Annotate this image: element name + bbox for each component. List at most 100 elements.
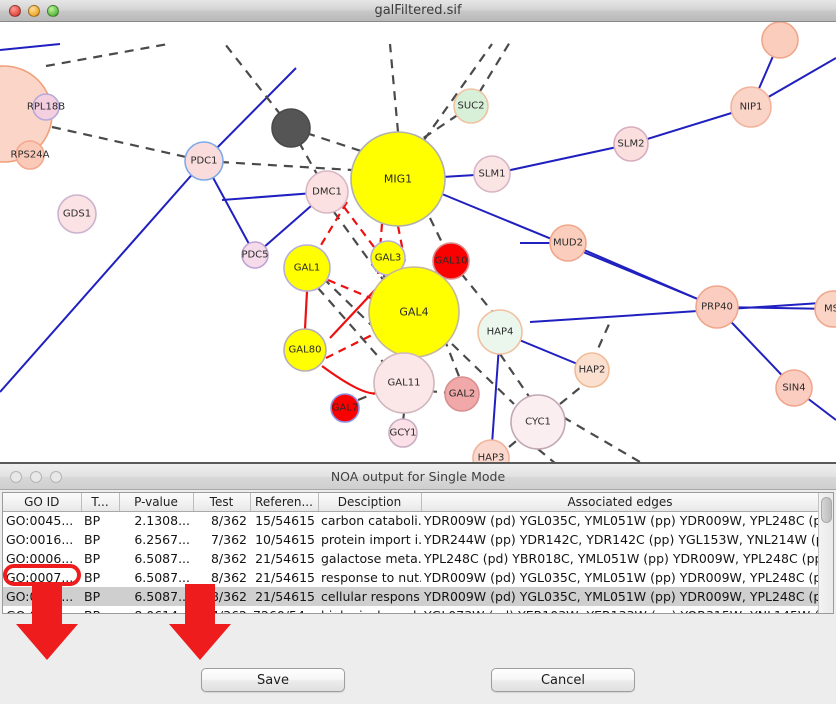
cell-edges[interactable]: YDR009W (pd) YGL035C, YML051W (pp) YDR00… <box>421 587 818 606</box>
node-circle[interactable] <box>472 439 510 462</box>
node-top_right_pink[interactable] <box>761 22 799 59</box>
noa-zoom-button-icon[interactable] <box>50 470 62 483</box>
cell-pvalue[interactable]: 8.0614... <box>119 606 193 613</box>
node-circle[interactable] <box>271 108 311 148</box>
table-row[interactable]: GO:0045... BP 2.1308... 8/362 15/54615 carbon… <box>3 511 818 530</box>
cell-type[interactable]: BP <box>81 606 119 613</box>
node-circle[interactable] <box>305 170 349 214</box>
node-circle[interactable] <box>473 155 511 193</box>
cell-go-id[interactable]: GO:0016... <box>6 532 74 547</box>
cell-go-id[interactable]: GO:0007... <box>6 570 74 585</box>
cell-type[interactable]: BP <box>84 513 101 529</box>
node-circle[interactable] <box>775 369 813 407</box>
column-header-pvalue[interactable]: P-value <box>119 493 194 512</box>
table-row[interactable]: GO:0006... BP 6.5087... 8/362 21/54615 galact… <box>3 549 818 568</box>
node-circle[interactable] <box>453 88 489 124</box>
column-header-ref[interactable]: Referen... <box>250 493 319 512</box>
cell-type[interactable]: BP <box>84 532 101 547</box>
noa-close-button-icon[interactable] <box>10 470 22 483</box>
node-mud2[interactable]: MUD2 <box>549 224 587 262</box>
node-circle[interactable] <box>730 86 772 128</box>
cell-desc[interactable]: galactose meta... <box>321 551 421 566</box>
cell-edges[interactable]: YDR244W (pp) YDR142C, YDR142C (pp) YGL15… <box>424 532 818 547</box>
table-row[interactable]: GO:0016... BP 6.2567... 7/362 10/54615 protei… <box>3 530 818 549</box>
cell-pvalue[interactable]: 6.2567... <box>134 532 190 547</box>
node-rps24a[interactable]: RPS24A <box>11 140 50 170</box>
node-gds1[interactable]: GDS1 <box>57 194 97 234</box>
cell-ref[interactable]: 21/54615 <box>255 570 315 585</box>
cell-desc[interactable]: biological regul... <box>318 606 421 613</box>
node-hap4[interactable]: HAP4 <box>477 309 523 355</box>
cell-pvalue[interactable]: 6.5087... <box>134 551 190 566</box>
cell-test[interactable]: 94/362 <box>193 606 250 613</box>
cell-pvalue[interactable]: 6.5087... <box>119 587 193 606</box>
network-nodes[interactable]: RPL18B RPS24A GDS1 PDC1 PDC5 DMC1 MIG1 SUC2 SLM1… <box>0 22 836 462</box>
node-circle[interactable] <box>432 242 470 280</box>
node-gal11[interactable]: GAL11 <box>373 352 435 414</box>
node-circle[interactable] <box>510 394 566 450</box>
node-circle[interactable] <box>184 141 224 181</box>
cell-desc[interactable]: protein import i... <box>321 532 421 547</box>
column-header-desc[interactable]: Desciption <box>318 493 422 512</box>
node-hap3[interactable]: HAP3 <box>472 439 510 462</box>
network-graph[interactable]: RPL18B RPS24A GDS1 PDC1 PDC5 DMC1 MIG1 SUC2 SLM1… <box>0 22 836 462</box>
cancel-button[interactable]: Cancel <box>491 668 635 692</box>
cell-test[interactable]: 7/362 <box>210 532 247 547</box>
node-circle[interactable] <box>695 285 739 329</box>
node-slm1[interactable]: SLM1 <box>473 155 511 193</box>
cell-go-id[interactable]: GO:0006... <box>6 551 74 566</box>
node-sin4[interactable]: SIN4 <box>775 369 813 407</box>
node-gal2[interactable]: GAL2 <box>444 376 480 412</box>
cell-pvalue[interactable]: 6.5087... <box>134 570 190 585</box>
column-header-edges[interactable]: Associated edges <box>421 493 818 512</box>
node-circle[interactable] <box>57 194 97 234</box>
cell-go-id[interactable]: GO:0045... <box>6 513 74 529</box>
noa-minimize-button-icon[interactable] <box>30 470 42 483</box>
cell-desc[interactable]: response to nut... <box>321 570 421 585</box>
cell-edges[interactable]: YDR009W (pd) YGL035C, YML051W (pp) YDR00… <box>424 513 818 529</box>
node-prp40[interactable]: PRP40 <box>695 285 739 329</box>
node-circle[interactable] <box>330 393 360 423</box>
cell-ref[interactable]: 15/54615 <box>255 513 315 529</box>
minimize-button-icon[interactable] <box>28 4 40 17</box>
node-circle[interactable] <box>549 224 587 262</box>
cell-ref[interactable]: 21/54615 <box>250 587 318 606</box>
node-circle[interactable] <box>283 244 331 292</box>
node-gcy1[interactable]: GCY1 <box>388 418 418 448</box>
save-button[interactable]: Save <box>201 668 345 692</box>
column-header-test[interactable]: Test <box>193 493 251 512</box>
node-mig1[interactable]: MIG1 <box>350 131 446 227</box>
node-circle[interactable] <box>373 352 435 414</box>
node-slm2[interactable]: SLM2 <box>613 126 649 162</box>
network-canvas[interactable]: RPL18B RPS24A GDS1 PDC1 PDC5 DMC1 MIG1 SUC2 SLM1… <box>0 22 836 462</box>
node-circle[interactable] <box>613 126 649 162</box>
cell-ref[interactable]: 7260/54... <box>250 606 318 613</box>
zoom-button-icon[interactable] <box>47 4 59 17</box>
node-hap2[interactable]: HAP2 <box>574 352 610 388</box>
node-circle[interactable] <box>283 328 327 372</box>
node-pdc1[interactable]: PDC1 <box>184 141 224 181</box>
close-button-icon[interactable] <box>9 4 21 17</box>
table-row[interactable]: GO:0007... BP 6.5087... 8/362 21/54615 respon… <box>3 568 818 587</box>
cell-pvalue[interactable]: 2.1308... <box>134 513 190 529</box>
node-pdc5[interactable]: PDC5 <box>241 241 269 269</box>
node-gal80[interactable]: GAL80 <box>283 328 327 372</box>
node-circle[interactable] <box>574 352 610 388</box>
cell-type[interactable]: BP <box>84 551 101 566</box>
node-circle[interactable] <box>388 418 418 448</box>
cell-test[interactable]: 8/362 <box>210 570 247 585</box>
scrollbar-thumb[interactable] <box>821 497 832 523</box>
node-circle[interactable] <box>15 140 45 170</box>
table-header-row[interactable]: GO ID T... P-value Test Referen... Desciption… <box>3 493 818 512</box>
cell-desc[interactable]: carbon cataboli... <box>321 513 421 529</box>
node-circle[interactable] <box>814 290 836 328</box>
node-circle[interactable] <box>350 131 446 227</box>
cell-ref[interactable]: 21/54615 <box>255 551 315 566</box>
node-cyc1[interactable]: CYC1 <box>510 394 566 450</box>
node-nip1[interactable]: NIP1 <box>730 86 772 128</box>
cell-ref[interactable]: 10/54615 <box>255 532 315 547</box>
cell-test[interactable]: 8/362 <box>210 551 247 566</box>
node-circle[interactable] <box>241 241 269 269</box>
node-gal7[interactable]: GAL7 <box>330 393 360 423</box>
node-circle[interactable] <box>444 376 480 412</box>
